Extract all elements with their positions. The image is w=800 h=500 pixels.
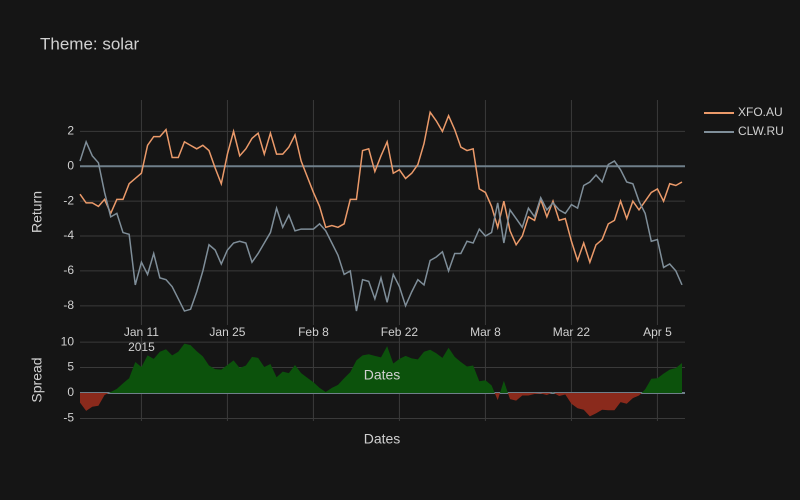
x-tick-label: Mar 22 [553,325,591,339]
x-axis-title: Dates [364,431,401,447]
x-axis-title: Dates [364,367,401,383]
y-tick-label: 2 [67,124,74,138]
y-axis-title: Spread [29,357,45,402]
series-line [79,139,683,312]
y-tick-label: -2 [63,193,74,207]
spread-area-positive [80,343,682,393]
y-tick-label: -6 [63,263,74,277]
y-tick-label: -4 [63,228,74,242]
legend-label: XFO.AU [738,105,783,119]
y-tick-label: -8 [63,298,74,312]
x-tick-label: Feb 8 [298,325,329,339]
legend-label: CLW.RU [738,124,784,138]
y-axis-title: Return [29,191,45,233]
y-tick-label: -5 [63,411,74,425]
x-tick-label: Feb 22 [381,325,419,339]
y-tick-label: 5 [67,360,74,374]
x-tick-label: Mar 8 [470,325,501,339]
x-tick-label: Apr 5 [643,325,672,339]
y-tick-label: 0 [67,385,74,399]
series-line [79,110,683,265]
y-tick-label: 10 [61,334,75,348]
chart-title: Theme: solar [40,34,140,53]
y-tick-label: 0 [67,158,74,172]
x-tick-label: Jan 11 2015 [124,325,159,354]
x-tick-label: Jan 25 [209,325,245,339]
spread-area-negative [80,393,682,417]
